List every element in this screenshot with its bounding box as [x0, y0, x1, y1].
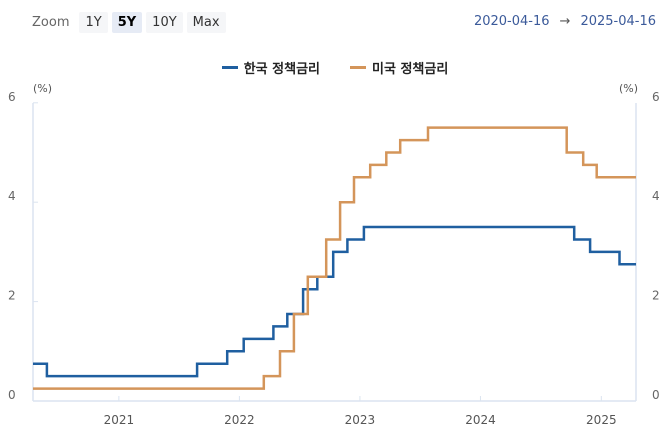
date-range: 2020-04-16 → 2025-04-16	[474, 14, 656, 29]
legend-swatch-korea	[221, 66, 238, 69]
legend-item-us[interactable]: 미국 정책금리	[350, 58, 448, 77]
y-tick-label-left: 0	[8, 388, 16, 402]
x-tick-label: 2021	[104, 413, 135, 427]
range-end-date[interactable]: 2025-04-16	[580, 14, 656, 29]
legend-item-korea[interactable]: 한국 정책금리	[221, 58, 320, 77]
zoom-5y-button[interactable]: 5Y	[111, 12, 143, 33]
range-start-date[interactable]: 2020-04-16	[473, 14, 550, 29]
y-ticks: 0 0 2 2 4 4 6 6	[8, 90, 660, 402]
x-tick-label: 2024	[465, 413, 496, 427]
zoom-max-button[interactable]: Max	[186, 12, 226, 33]
chart-legend: 한국 정책금리 미국 정책금리	[0, 58, 670, 77]
range-arrow-icon: →	[559, 14, 571, 29]
legend-label-korea: 한국 정책금리	[243, 62, 320, 77]
zoom-bar: Zoom 1Y 5Y 10Y Max	[32, 12, 226, 33]
y-tick-label-left: 2	[8, 289, 16, 303]
x-tick-label: 2023	[345, 413, 376, 427]
zoom-label: Zoom	[32, 15, 70, 30]
y-tick-label-right: 6	[652, 90, 660, 104]
y-tick-label-right: 4	[652, 189, 660, 203]
y-tick-label-left: 4	[8, 189, 16, 203]
y-tick-label-right: 0	[652, 388, 660, 402]
y-unit-right: (%)	[619, 82, 638, 95]
y-unit-left: (%)	[33, 82, 52, 95]
x-tick-label: 2022	[224, 413, 255, 427]
legend-swatch-us	[350, 66, 366, 69]
zoom-1y-button[interactable]: 1Y	[79, 12, 108, 33]
korea-rate-line	[33, 225, 636, 378]
y-tick-label-left: 6	[8, 90, 16, 104]
us-rate-line	[33, 126, 636, 390]
series-lines	[33, 126, 636, 390]
y-tick-label-right: 2	[652, 289, 660, 303]
legend-label-us: 미국 정책금리	[372, 62, 449, 77]
x-tick-label: 2025	[586, 413, 617, 427]
zoom-10y-button[interactable]: 10Y	[146, 12, 183, 33]
x-ticks: 2021 2022 2023 2024 2025	[104, 396, 617, 427]
